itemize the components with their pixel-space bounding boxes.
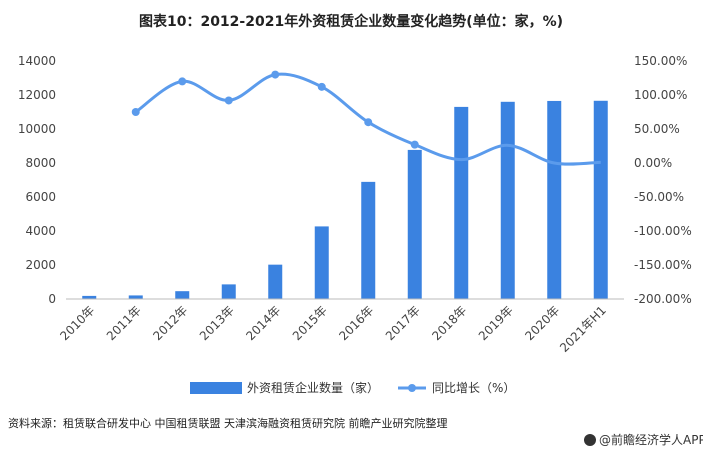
legend-line-marker <box>408 384 416 392</box>
bar <box>221 284 236 299</box>
bar <box>314 226 329 299</box>
x-tick-label: 2014年 <box>243 303 283 343</box>
line-point <box>271 70 280 79</box>
line-point <box>178 77 187 86</box>
bar <box>593 100 608 299</box>
bar <box>82 295 97 299</box>
x-tick-label: 2019年 <box>476 303 516 343</box>
line-series <box>131 70 601 166</box>
bar <box>175 291 190 299</box>
y-right-tick-label: 100.00% <box>634 88 687 102</box>
y-left-tick-label: 2000 <box>25 258 56 272</box>
x-tick-label: 2013年 <box>197 303 237 343</box>
bar <box>361 181 376 299</box>
line-point <box>317 82 326 91</box>
bar <box>268 264 283 299</box>
x-tick-label: 2012年 <box>150 303 190 343</box>
y-right-tick-label: -50.00% <box>634 190 684 204</box>
y-right-tick-label: 0.00% <box>634 156 672 170</box>
legend-line-label: 同比增长（%） <box>432 381 515 395</box>
x-tick-label: 2010年 <box>57 303 97 343</box>
x-axis: 2010年 2011年 2012年 2013年 2014年 2015年 2016年 2017年… <box>57 298 624 355</box>
x-tick-label: 2020年 <box>522 303 562 343</box>
y-left-tick-label: 4000 <box>25 224 56 238</box>
y-right-tick-label: -100.00% <box>634 224 692 238</box>
bar <box>407 149 422 299</box>
line-point <box>224 96 233 105</box>
y-right-tick-label: -150.00% <box>634 258 692 272</box>
bar <box>454 106 469 300</box>
bar <box>500 101 515 299</box>
qianzhan-logo-icon <box>584 434 596 446</box>
x-tick-label: 2018年 <box>429 303 469 343</box>
line-point <box>131 108 140 116</box>
y-left-tick-label: 0 <box>48 292 56 306</box>
y-axis-right: -200.00% -150.00% -100.00% -50.00% 0.00% 50.0… <box>634 54 692 306</box>
brand-text: @前瞻经济学人APP <box>599 432 703 447</box>
y-left-tick-label: 6000 <box>25 190 56 204</box>
y-left-tick-label: 12000 <box>18 88 56 102</box>
y-left-tick-label: 10000 <box>18 122 56 136</box>
x-tick-label: 2016年 <box>336 303 376 343</box>
legend-bar-label: 外资租赁企业数量（家） <box>247 380 379 395</box>
line-point <box>410 140 419 149</box>
bar <box>547 100 562 299</box>
legend-bar-swatch <box>190 382 242 394</box>
source-text: 资料来源：租赁联合研发中心 中国租赁联盟 天津滨海融资租赁研究院 前瞻产业研究院… <box>8 416 448 430</box>
bar <box>128 295 143 299</box>
bar-series <box>82 100 608 300</box>
x-tick-label: 2015年 <box>290 303 330 343</box>
y-right-tick-label: 150.00% <box>634 54 687 68</box>
y-left-tick-label: 8000 <box>25 156 56 170</box>
y-right-tick-label: 50.00% <box>634 122 680 136</box>
x-tick-label: 2021年H1 <box>557 303 609 355</box>
line-point <box>364 118 373 127</box>
y-axis-left: 0 2000 4000 6000 8000 10000 12000 14000 <box>18 54 56 306</box>
brand: @前瞻经济学人APP <box>584 432 703 447</box>
legend: 外资租赁企业数量（家） 同比增长（%） <box>190 380 515 395</box>
chart-title: 图表10：2012-2021年外资租赁企业数量变化趋势(单位：家，%) <box>139 13 563 30</box>
x-tick-label: 2011年 <box>104 303 144 343</box>
y-left-tick-label: 14000 <box>18 54 56 68</box>
x-tick-label: 2017年 <box>383 303 423 343</box>
y-right-tick-label: -200.00% <box>634 292 692 306</box>
